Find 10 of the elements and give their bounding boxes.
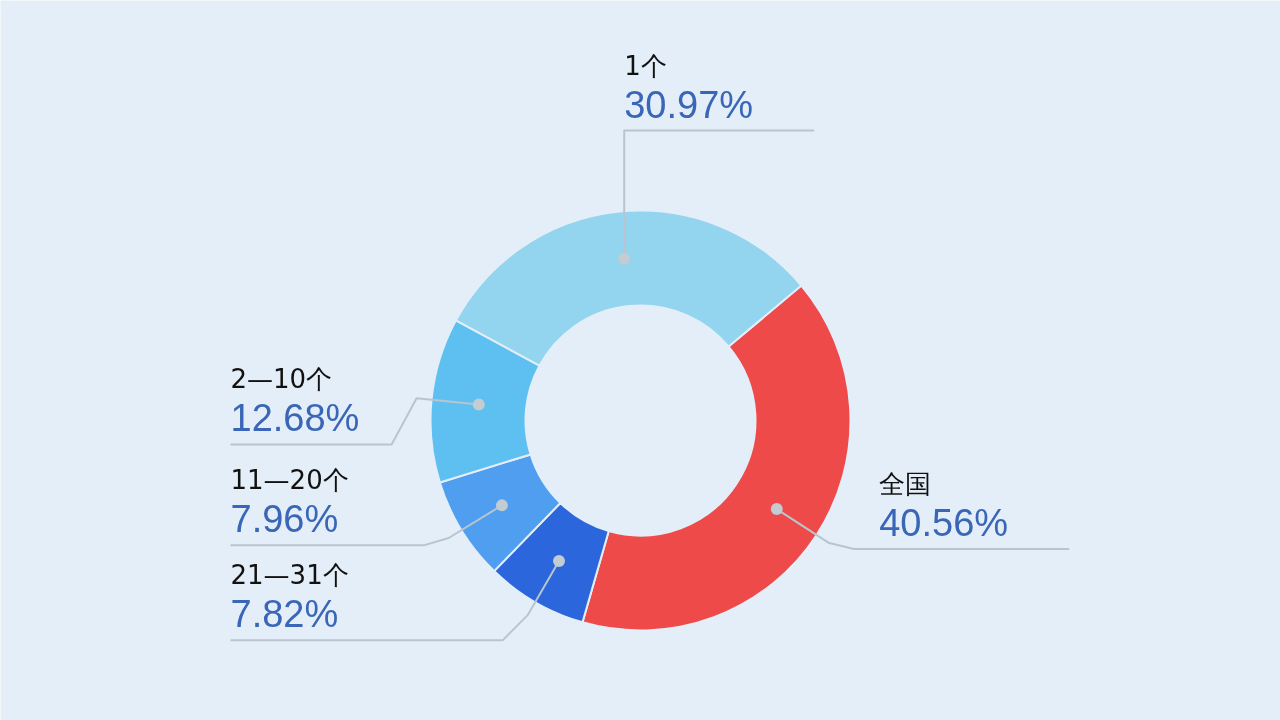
slice-label: 11—20个 xyxy=(230,465,349,496)
slice-label: 全国 xyxy=(879,469,932,500)
data-label: 12.68% xyxy=(230,397,360,440)
data-label: 40.56% xyxy=(879,502,1009,545)
slice-label: 1个 xyxy=(624,50,667,81)
data-label: 30.97% xyxy=(624,83,754,126)
slice-label: 2—10个 xyxy=(230,364,333,395)
slice-label: 21—31个 xyxy=(230,560,349,591)
data-label: 7.96% xyxy=(230,498,339,541)
data-label: 7.82% xyxy=(230,593,339,636)
